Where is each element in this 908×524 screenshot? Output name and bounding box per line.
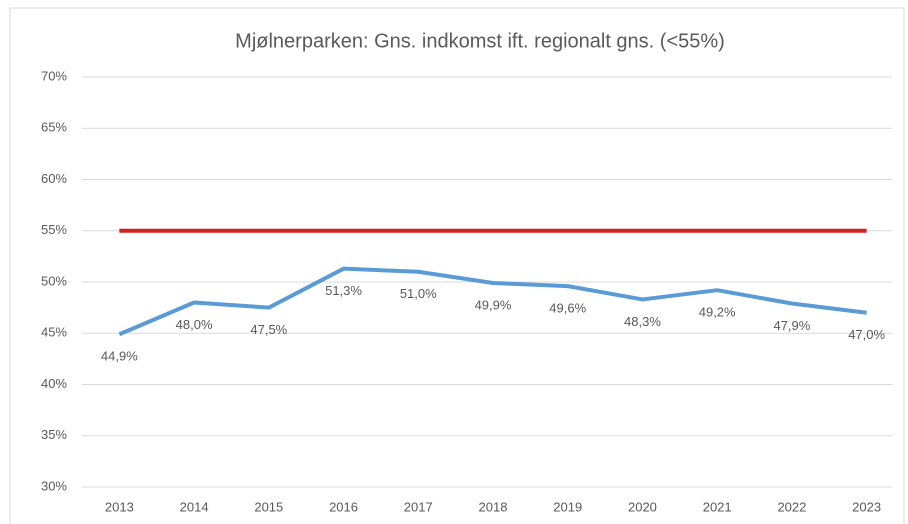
data-label: 47,0%: [848, 327, 885, 342]
data-line: [118, 266, 867, 337]
x-tick-label: 2020: [628, 499, 657, 514]
x-tick-label: 2022: [777, 499, 806, 514]
data-label: 47,5%: [250, 322, 287, 337]
chart-title: Mjølnerparken: Gns. indkomst ift. region…: [235, 30, 725, 52]
data-label: 49,6%: [549, 301, 586, 316]
data-label: 51,0%: [400, 286, 437, 301]
y-tick-label: 60%: [41, 171, 67, 186]
data-label: 48,0%: [176, 317, 213, 332]
data-label: 49,2%: [699, 305, 736, 320]
y-tick-label: 50%: [41, 273, 67, 288]
x-tick-label: 2014: [180, 499, 209, 514]
data-label: 49,9%: [475, 297, 512, 312]
y-tick-label: 70%: [41, 68, 67, 83]
x-tick-label: 2019: [553, 499, 582, 514]
x-tick-label: 2017: [404, 499, 433, 514]
y-tick-label: 40%: [41, 376, 67, 391]
x-tick-label: 2015: [254, 499, 283, 514]
data-label: 51,3%: [325, 283, 362, 298]
data-label: 44,9%: [101, 349, 138, 364]
y-tick-label: 65%: [41, 120, 67, 135]
data-label: 47,9%: [773, 318, 810, 333]
y-tick-label: 30%: [41, 478, 67, 493]
x-tick-label: 2023: [852, 499, 881, 514]
y-tick-label: 55%: [41, 222, 67, 237]
x-tick-label: 2021: [703, 499, 732, 514]
y-tick-label: 45%: [41, 325, 67, 340]
x-tick-label: 2018: [479, 499, 508, 514]
data-label: 48,3%: [624, 314, 661, 329]
x-tick-label: 2016: [329, 499, 358, 514]
chart-border: [9, 7, 905, 524]
y-tick-label: 35%: [41, 427, 67, 442]
x-tick-label: 2013: [105, 499, 134, 514]
